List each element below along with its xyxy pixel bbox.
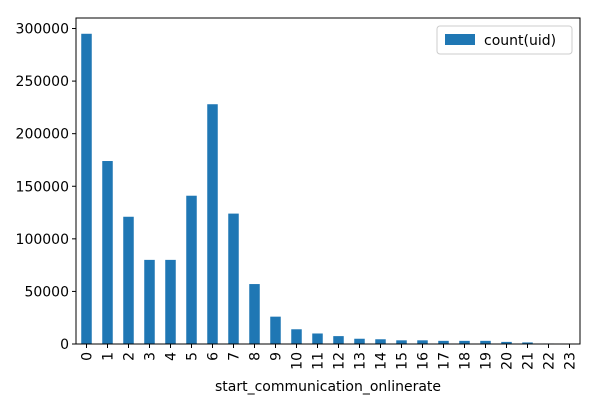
- x-tick-label: 0: [80, 352, 96, 361]
- legend-swatch: [445, 34, 475, 45]
- bar-16: [417, 340, 428, 344]
- bar-15: [396, 340, 407, 344]
- bar-2: [123, 216, 134, 344]
- bar-5: [186, 195, 197, 344]
- y-axis: 0 50000 100000 150000 200000 250000 300000: [16, 22, 76, 353]
- bar-3: [144, 259, 155, 344]
- x-tick-label: 12: [332, 352, 348, 370]
- x-tick-label: 6: [206, 352, 222, 361]
- x-tick-label: 22: [542, 352, 558, 370]
- bar-21: [522, 342, 533, 344]
- bar-series: [81, 33, 575, 344]
- bar-12: [333, 336, 344, 344]
- bar-10: [291, 329, 302, 344]
- bar-18: [459, 340, 470, 344]
- y-tick-label: 0: [60, 337, 69, 353]
- bar-1: [102, 161, 113, 344]
- x-tick-label: 13: [353, 352, 369, 370]
- bar-14: [375, 339, 386, 344]
- legend: count(uid): [436, 25, 573, 55]
- x-tick-label: 8: [248, 352, 264, 361]
- x-tick-label: 3: [143, 352, 159, 361]
- x-tick-label: 23: [563, 352, 579, 370]
- x-tick-label: 4: [164, 352, 180, 361]
- x-tick-label: 16: [416, 352, 432, 370]
- x-tick-label: 1: [101, 352, 117, 361]
- y-tick-label: 150000: [16, 179, 69, 195]
- x-tick-label: 2: [122, 352, 138, 361]
- y-tick-label: 100000: [16, 232, 69, 248]
- x-axis: 0 1 2 3 4 5 6 7 8 9 10 11 12 13 14 15 16 17 18 19 20 21 22 23: [80, 344, 579, 370]
- legend-label: count(uid): [484, 33, 556, 49]
- bar-11: [312, 333, 323, 344]
- bar-20: [501, 341, 512, 344]
- bar-6: [207, 104, 218, 344]
- y-tick-label: 200000: [16, 127, 69, 143]
- x-tick-label: 20: [500, 352, 516, 370]
- x-tick-label: 7: [227, 352, 243, 361]
- x-tick-label: 9: [269, 352, 285, 361]
- x-tick-label: 15: [395, 352, 411, 370]
- x-tick-label: 18: [458, 352, 474, 370]
- bar-9: [270, 316, 281, 344]
- y-tick-label: 50000: [24, 284, 69, 300]
- bar-13: [354, 338, 365, 344]
- bar-4: [165, 259, 176, 344]
- x-tick-label: 21: [521, 352, 537, 370]
- x-tick-label: 14: [374, 352, 390, 370]
- x-axis-label: start_communication_onlinerate: [215, 379, 441, 395]
- bar-8: [249, 284, 260, 344]
- y-tick-label: 250000: [16, 74, 69, 90]
- legend-box: [436, 25, 573, 55]
- x-tick-label: 10: [290, 352, 306, 370]
- x-tick-label: 19: [479, 352, 495, 370]
- x-tick-label: 11: [311, 352, 327, 370]
- x-tick-label: 5: [185, 352, 201, 361]
- bar-7: [228, 213, 239, 344]
- y-tick-label: 300000: [16, 22, 69, 38]
- bar-19: [480, 340, 491, 344]
- bar-17: [438, 340, 449, 344]
- plot-area-frame: [75, 17, 581, 345]
- bar-0: [81, 33, 92, 344]
- x-tick-label: 17: [437, 352, 453, 370]
